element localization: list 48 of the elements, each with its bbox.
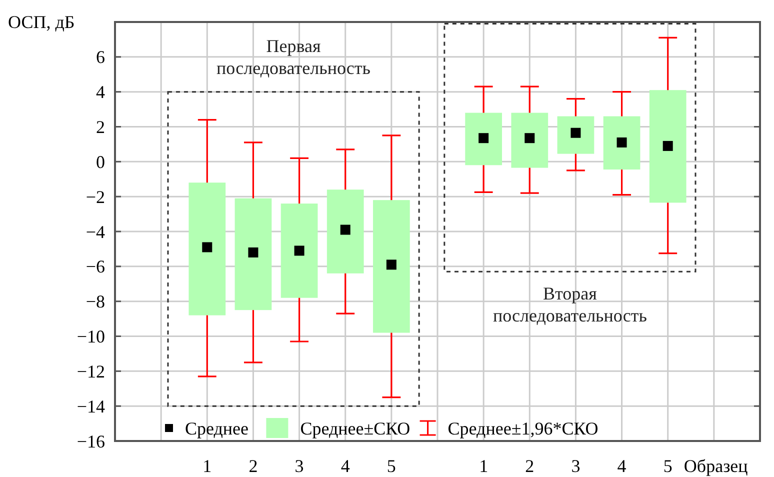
y-tick-label: −4 <box>86 222 105 242</box>
y-tick-label: −2 <box>86 186 105 207</box>
y-tick-label: 2 <box>96 117 105 138</box>
y-axis-title: ОСП, дБ <box>8 12 75 32</box>
x-tick-label: 5 <box>386 456 396 476</box>
annotation: Первая последовательность <box>216 36 371 78</box>
legend-label: Среднее <box>185 418 249 438</box>
point <box>248 247 258 258</box>
bar <box>465 112 502 166</box>
bar <box>280 204 318 298</box>
x-tick-label: 1 <box>202 456 212 476</box>
y-tick-label: −10 <box>76 326 105 347</box>
bar <box>373 200 410 333</box>
y-tick-label: −16 <box>76 431 105 452</box>
x-tick-label: 4 <box>617 456 626 476</box>
annotation: Вторая последовательность <box>492 284 647 326</box>
x-axis-title: Образец <box>684 456 748 476</box>
y-tick-label: 4 <box>96 82 105 102</box>
point <box>524 133 535 144</box>
bar <box>557 116 594 154</box>
x-tick-label: 2 <box>248 456 258 476</box>
annotation: Среднее±1,96*СКО <box>448 418 598 438</box>
bar <box>649 90 686 203</box>
bar <box>326 190 364 274</box>
x-tick-label: 5 <box>663 456 672 476</box>
bar <box>188 182 226 316</box>
x-tick-label: 3 <box>571 456 580 476</box>
y-tick-label: −14 <box>76 396 105 416</box>
y-tick-label: −8 <box>86 292 105 312</box>
x-tick-label: 1 <box>479 456 488 476</box>
point <box>616 137 627 148</box>
bar <box>603 116 640 170</box>
x-tick-label: 4 <box>340 456 350 476</box>
point <box>202 242 212 252</box>
point <box>340 224 350 235</box>
y-tick-label: −12 <box>76 361 105 382</box>
point <box>294 246 304 256</box>
y-tick-label: 6 <box>96 47 105 68</box>
bar <box>511 112 548 168</box>
bar <box>234 198 272 310</box>
point <box>386 260 396 270</box>
x-tick-label: 3 <box>294 456 304 476</box>
point <box>478 133 489 144</box>
y-tick-label: −6 <box>86 256 105 277</box>
legend-label: Среднее±СКО <box>300 418 410 438</box>
point <box>662 140 673 151</box>
y-tick-label: 0 <box>96 152 105 172</box>
x-tick-label: 2 <box>525 456 534 476</box>
